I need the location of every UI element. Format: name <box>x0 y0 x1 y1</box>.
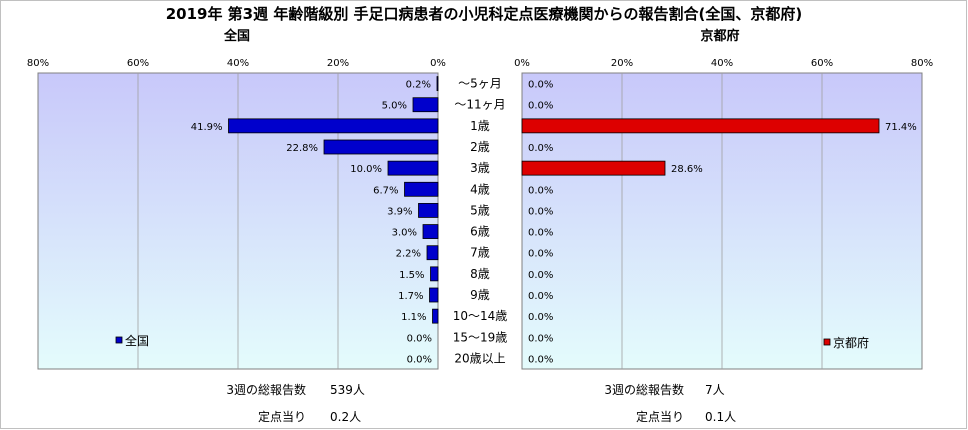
data-label-kyoto: 71.4% <box>885 122 917 133</box>
bar-national <box>430 266 439 282</box>
x-tick-label: 0% <box>430 58 446 69</box>
legend-swatch-kyoto <box>823 338 831 346</box>
x-tick-label: 60% <box>811 58 833 69</box>
bar-national <box>429 287 439 303</box>
data-label-kyoto: 0.0% <box>528 206 553 217</box>
bar-national <box>418 203 439 218</box>
data-label-kyoto: 0.0% <box>528 228 553 239</box>
data-label-national: 1.7% <box>398 291 423 302</box>
data-label-kyoto: 0.0% <box>528 143 553 154</box>
data-labels-national: 0.2% 5.0% 41.9% 22.8% 10.0% 6.7% 3.9% 3.0% 2.2% 1… <box>191 80 432 366</box>
data-label-kyoto: 0.0% <box>528 291 553 302</box>
footer-kyoto-per-site-value: 0.1人 <box>705 410 736 424</box>
category-label: ～11ヶ月 <box>454 98 505 112</box>
data-label-national: 0.0% <box>407 333 432 344</box>
category-label: 8歳 <box>470 267 490 281</box>
category-label: 3歳 <box>470 161 490 175</box>
footer-national-total-value: 539人 <box>330 383 365 397</box>
data-label-kyoto: 0.0% <box>528 101 553 112</box>
category-label: 10～14歳 <box>453 309 508 323</box>
data-label-national: 5.0% <box>382 101 407 112</box>
category-label: 4歳 <box>470 182 490 196</box>
footer-kyoto-total-label: 3週の総報告数 <box>604 382 684 397</box>
bars-national <box>228 76 439 324</box>
bar-national <box>422 224 439 239</box>
x-tick-label: 80% <box>27 58 49 69</box>
footer-national-total-label: 3週の総報告数 <box>226 382 306 397</box>
legend-label-national: 全国 <box>125 333 149 348</box>
x-axis-ticks-national: 80% 60% 40% 20% 0% <box>27 58 446 69</box>
x-tick-label: 60% <box>127 58 149 69</box>
x-tick-label: 40% <box>227 58 249 69</box>
data-label-national: 1.1% <box>401 312 426 323</box>
data-label-national: 6.7% <box>373 185 398 196</box>
category-label: ～5ヶ月 <box>458 77 502 91</box>
bar-national <box>387 160 439 176</box>
data-label-kyoto: 0.0% <box>528 249 553 260</box>
bar-national <box>436 76 439 91</box>
x-tick-label: 80% <box>911 58 933 69</box>
x-axis-ticks-kyoto: 0% 20% 40% 60% 80% <box>514 58 933 69</box>
category-label: 1歳 <box>470 119 490 133</box>
category-label: 20歳以上 <box>454 351 505 365</box>
subtitle-national: 全国 <box>223 28 250 44</box>
data-label-national: 0.2% <box>406 80 431 91</box>
legend-swatch-national <box>115 336 123 344</box>
bar-national <box>228 118 439 134</box>
bar-national <box>432 308 439 324</box>
legend-label-kyoto: 京都府 <box>833 335 869 350</box>
data-label-national: 22.8% <box>286 143 318 154</box>
data-labels-kyoto: 0.0% 0.0% 71.4% 0.0% 28.6% 0.0% 0.0% 0.0% 0.0% 0.… <box>528 80 917 366</box>
bars-kyoto <box>521 118 880 176</box>
data-label-national: 3.0% <box>392 228 417 239</box>
x-tick-label: 40% <box>711 58 733 69</box>
data-label-kyoto: 0.0% <box>528 333 553 344</box>
footer-kyoto-total-value: 7人 <box>705 383 725 397</box>
data-label-national: 41.9% <box>191 122 223 133</box>
bar-national <box>323 139 439 155</box>
chart-title: 2019年 第3週 年齢階級別 手足口病患者の小児科定点医療機関からの報告割合(… <box>166 5 803 23</box>
category-label: 2歳 <box>470 140 490 154</box>
data-label-national: 3.9% <box>387 206 412 217</box>
data-label-kyoto: 0.0% <box>528 270 553 281</box>
data-label-kyoto: 0.0% <box>528 354 553 365</box>
bar-national <box>426 245 439 261</box>
category-label: 7歳 <box>470 246 490 260</box>
data-label-national: 2.2% <box>396 249 421 260</box>
bar-kyoto <box>521 118 880 134</box>
footer-national-per-site-label: 定点当り <box>258 409 306 424</box>
footer-kyoto-per-site-label: 定点当り <box>636 409 684 424</box>
data-label-kyoto: 0.0% <box>528 80 553 91</box>
x-tick-label: 0% <box>514 58 530 69</box>
data-label-national: 0.0% <box>407 354 432 365</box>
data-label-national: 10.0% <box>350 164 382 175</box>
category-label: 5歳 <box>470 203 490 217</box>
data-label-national: 1.5% <box>399 270 424 281</box>
category-labels: ～5ヶ月 ～11ヶ月 1歳 2歳 3歳 4歳 5歳 6歳 7歳 8歳 9歳 10～14歳 15～19歳 2… <box>453 77 508 366</box>
category-label: 9歳 <box>470 288 490 302</box>
bar-national <box>412 97 439 113</box>
x-tick-label: 20% <box>611 58 633 69</box>
footer-national-per-site-value: 0.2人 <box>330 410 361 424</box>
x-tick-label: 20% <box>327 58 349 69</box>
category-label: 6歳 <box>470 225 490 239</box>
bar-kyoto <box>521 160 666 176</box>
data-label-kyoto: 0.0% <box>528 185 553 196</box>
subtitle-kyoto: 京都府 <box>700 28 739 44</box>
bar-national <box>404 181 439 197</box>
data-label-kyoto: 0.0% <box>528 312 553 323</box>
data-label-kyoto: 28.6% <box>671 164 703 175</box>
category-label: 15～19歳 <box>453 330 508 344</box>
